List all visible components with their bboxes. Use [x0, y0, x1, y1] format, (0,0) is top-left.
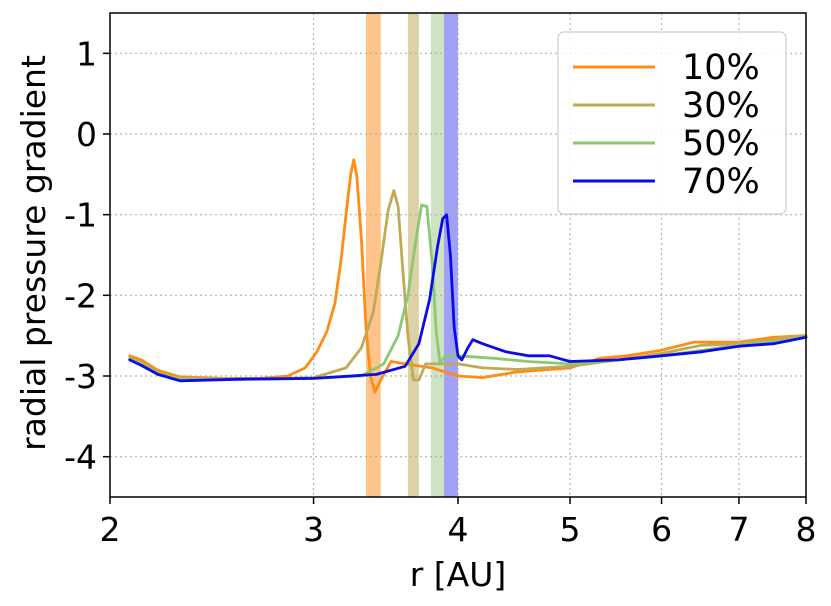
series-lines — [128, 158, 808, 394]
legend-label-3: 50% — [682, 124, 760, 164]
y-tick-label: -3 — [64, 357, 97, 396]
legend-label-4: 70% — [682, 162, 760, 202]
x-tick-label: 8 — [796, 510, 817, 549]
highlight-band-1 — [365, 13, 381, 497]
series-line-4 — [128, 213, 808, 383]
x-tick-label: 4 — [448, 510, 469, 549]
x-tick-label: 2 — [100, 510, 121, 549]
y-tick-label: 1 — [76, 34, 97, 73]
y-axis-label: radial pressure gradient — [14, 55, 53, 451]
x-tick-label: 3 — [303, 510, 324, 549]
y-tick-label: -2 — [64, 276, 97, 315]
legend-box — [557, 31, 787, 215]
x-tick-label: 5 — [560, 510, 581, 549]
series-line-3 — [128, 203, 808, 381]
series-line-1 — [128, 158, 808, 394]
y-tick-label: -4 — [64, 438, 97, 477]
x-axis-label: r [AU] — [410, 555, 507, 594]
legend-label-2: 30% — [682, 86, 760, 126]
axis-ticks: 2 3 4 5 6 7 8 1 0 -1 -2 -3 -4 — [64, 34, 816, 549]
legend-label-1: 10% — [682, 48, 760, 88]
highlight-bands — [365, 13, 458, 497]
x-tick-label: 6 — [651, 510, 672, 549]
x-tick-label: 7 — [728, 510, 749, 549]
y-tick-label: -1 — [64, 196, 97, 235]
legend: 10%30%50%70% — [557, 31, 787, 215]
y-tick-label: 0 — [76, 115, 97, 154]
